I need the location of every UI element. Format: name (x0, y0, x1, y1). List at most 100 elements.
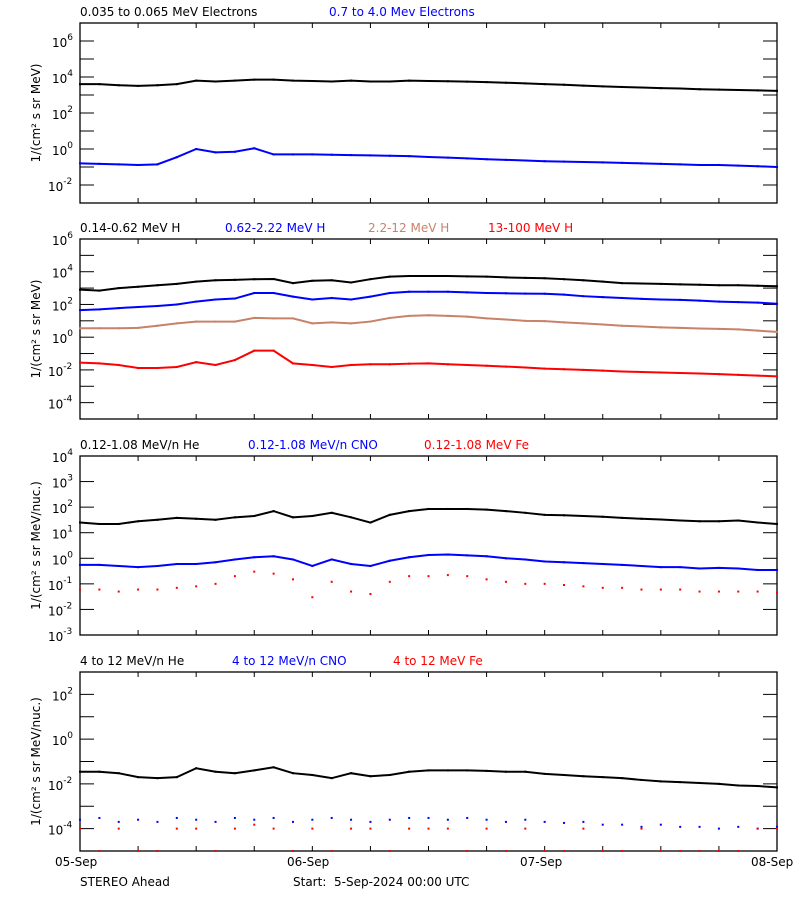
data-point (369, 295, 372, 298)
data-point (233, 150, 236, 153)
data-point (679, 588, 682, 591)
series-4-to-12-mev-n-cno (79, 816, 778, 830)
data-point (175, 776, 178, 779)
data-point (137, 566, 140, 569)
data-point (717, 827, 720, 830)
data-point (446, 363, 449, 366)
data-point (330, 816, 333, 819)
data-point (79, 288, 81, 291)
data-point (659, 282, 662, 285)
data-point (156, 163, 159, 166)
data-point (79, 521, 81, 524)
y-tick-label: 102 (52, 686, 73, 703)
data-point (137, 326, 140, 329)
data-point (350, 818, 353, 821)
data-point (117, 307, 120, 310)
data-point (679, 87, 682, 90)
data-point (175, 156, 178, 159)
data-point (601, 280, 604, 283)
data-point (98, 850, 101, 852)
data-point (466, 363, 469, 366)
data-point (195, 280, 198, 283)
data-point (776, 568, 778, 571)
data-point (717, 88, 720, 91)
data-point (427, 314, 430, 317)
data-point (233, 558, 236, 561)
data-point (427, 575, 430, 578)
data-point (272, 510, 275, 513)
data-point (214, 518, 217, 521)
data-point (427, 507, 430, 510)
data-point (582, 279, 585, 282)
data-point (737, 590, 740, 593)
series-0-62-2-22-mev-h (79, 290, 778, 312)
data-point (98, 327, 101, 330)
y-tick-label: 100 (52, 329, 73, 346)
data-point (253, 515, 256, 518)
data-point (485, 827, 488, 830)
y-axis-label: 1/(cm² s sr MeV/nuc.) (29, 481, 43, 610)
data-point (504, 820, 507, 823)
data-point (195, 517, 198, 520)
data-point (214, 561, 217, 564)
data-point (311, 564, 314, 567)
data-point (466, 507, 469, 510)
data-point (291, 558, 294, 561)
data-point (640, 162, 643, 165)
data-point (253, 818, 256, 821)
data-point (504, 292, 507, 295)
data-point (563, 584, 566, 587)
data-point (485, 364, 488, 367)
data-point (640, 325, 643, 328)
data-point (330, 296, 333, 299)
series-4-to-12-mev-n-he (79, 766, 778, 789)
data-point (291, 516, 294, 519)
y-tick-label: 104 (52, 264, 73, 281)
y-tick-label: 10-2 (48, 601, 72, 618)
data-point (311, 322, 314, 325)
data-point (195, 585, 198, 588)
data-point (543, 292, 546, 295)
data-point (776, 827, 778, 830)
data-point (330, 511, 333, 514)
data-point (504, 158, 507, 161)
data-point (408, 770, 411, 773)
plot-frame (79, 22, 778, 204)
data-point (98, 83, 101, 86)
data-point (388, 773, 391, 776)
data-point (408, 314, 411, 317)
data-point (79, 162, 81, 165)
data-point (79, 563, 81, 566)
panel-4: 102 100 10-2 10-4 1/(cm² s sr MeV/nuc.) 4 to … (29, 654, 778, 852)
data-point (679, 371, 682, 374)
data-point (175, 322, 178, 325)
data-point (408, 362, 411, 365)
data-point (563, 278, 566, 281)
data-point (350, 590, 353, 593)
data-point (601, 562, 604, 565)
data-point (79, 827, 81, 830)
data-point (582, 160, 585, 163)
data-point (737, 328, 740, 331)
data-point (272, 78, 275, 81)
data-point (311, 773, 314, 776)
data-point (369, 363, 372, 366)
data-point (776, 285, 778, 288)
data-point (291, 772, 294, 775)
data-point (369, 593, 372, 596)
data-point (369, 820, 372, 823)
y-tick-label: 10-1 (48, 576, 72, 593)
data-point (214, 363, 217, 366)
data-point (640, 297, 643, 300)
data-point (388, 363, 391, 366)
data-point (79, 361, 81, 364)
data-point (446, 574, 449, 577)
data-point (330, 580, 333, 583)
data-point (311, 596, 314, 599)
data-point (582, 562, 585, 565)
data-point (776, 825, 778, 828)
legend-entry: 0.035 to 0.065 MeV Electrons (80, 5, 257, 19)
y-tick-label: 10-2 (48, 362, 72, 379)
data-point (563, 321, 566, 324)
data-point (601, 369, 604, 372)
